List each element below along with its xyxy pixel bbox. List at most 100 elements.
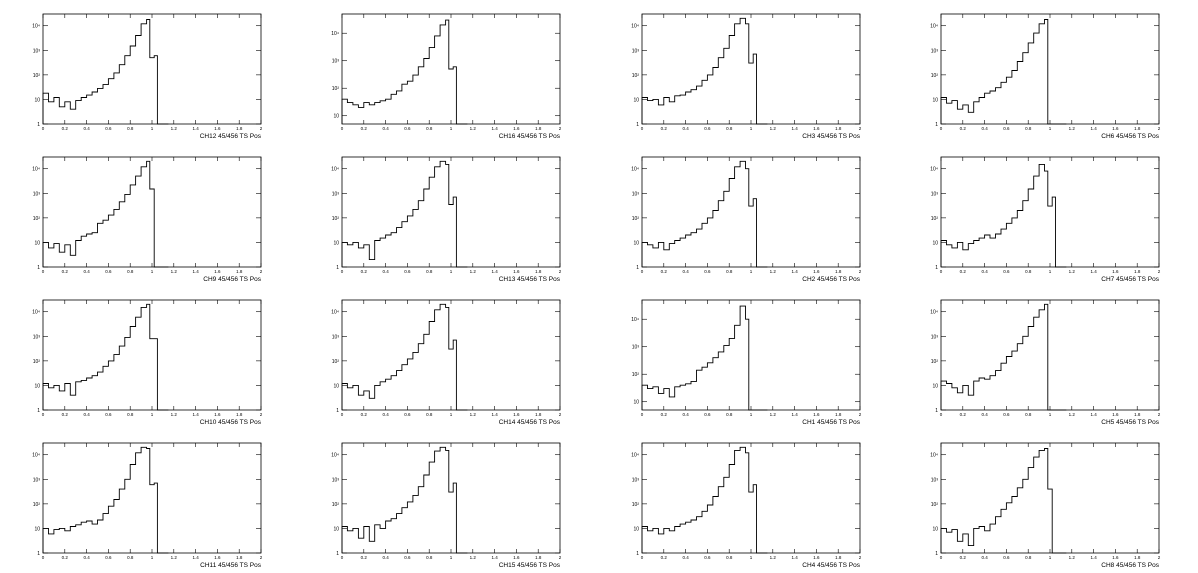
x-tick-label: 0.4 <box>83 269 90 274</box>
y-tick-label: 10 <box>932 97 938 103</box>
x-axis-title: CH16 45/456 TS Pos <box>499 133 561 140</box>
x-axis-title: CH12 45/456 TS Pos <box>200 133 262 140</box>
x-tick-label: 0.4 <box>981 412 988 417</box>
x-tick-label: 1 <box>1049 126 1052 131</box>
x-tick-label: 0.6 <box>404 555 411 560</box>
x-tick-label: 0.4 <box>981 555 988 560</box>
y-tick-label: 10 <box>333 383 339 389</box>
y-tick-label: 10 <box>333 240 339 246</box>
x-tick-label: 0.8 <box>426 126 433 131</box>
y-tick-label: 10⁴ <box>631 453 639 459</box>
y-tick-label: 10 <box>34 383 40 389</box>
x-tick-label: 1 <box>750 126 753 131</box>
plot-frame <box>940 156 1160 268</box>
x-tick-label: 1.8 <box>535 412 542 417</box>
y-tick-label: 10³ <box>632 345 640 351</box>
x-tick-label: 0.6 <box>404 269 411 274</box>
y-tick-label: 10³ <box>931 191 939 197</box>
plot-frame <box>341 299 561 411</box>
histogram-line <box>42 446 169 554</box>
histogram-line <box>42 160 169 268</box>
x-axis-title: CH8 45/456 TS Pos <box>1101 562 1159 569</box>
panel-14: 0 0.2 0.4 0.6 0.8 1 1.2 1.4 1.6 1.8 2 1 10 10² 10³ 10⁴ C… <box>631 442 862 569</box>
plot-frame <box>940 442 1160 554</box>
x-tick-label: 0.4 <box>382 126 389 131</box>
y-tick-label: 10 <box>633 526 639 532</box>
y-tick-label: 1 <box>935 122 938 128</box>
y-tick-label: 10⁴ <box>32 453 40 459</box>
y-tick-label: 1 <box>935 408 938 414</box>
y-tick-label: 10² <box>332 359 340 365</box>
panel-11: 0 0.2 0.4 0.6 0.8 1 1.2 1.4 1.6 1.8 2 1 10 10² 10³ 10⁴ C… <box>930 299 1161 426</box>
x-tick-label: 0.2 <box>960 269 967 274</box>
x-axis-title: CH5 45/456 TS Pos <box>1101 419 1159 426</box>
x-tick-label: 1.2 <box>770 126 777 131</box>
x-tick-label: 0.6 <box>105 269 112 274</box>
x-tick-label: 1.6 <box>1112 412 1119 417</box>
y-tick-label: 10 <box>34 526 40 532</box>
x-tick-label: 1.2 <box>1069 555 1076 560</box>
y-tick-label: 10³ <box>332 191 340 197</box>
x-tick-label: 1.2 <box>171 126 178 131</box>
x-tick-label: 1.4 <box>192 555 199 560</box>
y-tick-label: 10 <box>333 114 339 120</box>
x-tick-label: 1.8 <box>835 269 842 274</box>
x-tick-label: 0 <box>940 412 943 417</box>
x-tick-label: 1.8 <box>1134 412 1141 417</box>
x-tick-label: 1.8 <box>236 555 243 560</box>
x-tick-label: 1 <box>750 269 753 274</box>
x-tick-label: 1.6 <box>513 126 520 131</box>
x-tick-label: 2 <box>859 555 862 560</box>
y-tick-label: 10⁴ <box>331 167 339 173</box>
x-tick-label: 2 <box>559 126 562 131</box>
y-tick-label: 10⁴ <box>631 167 639 173</box>
histogram-line <box>341 303 468 411</box>
y-tick-label: 10³ <box>931 477 939 483</box>
x-axis-title: CH9 45/456 TS Pos <box>203 276 261 283</box>
x-tick-label: 1.2 <box>171 555 178 560</box>
x-tick-label: 1.6 <box>813 412 820 417</box>
x-tick-label: 0 <box>641 555 644 560</box>
y-tick-label: 10⁴ <box>631 317 639 323</box>
x-tick-label: 1.6 <box>214 412 221 417</box>
x-tick-label: 0.8 <box>726 126 733 131</box>
x-axis-title: CH3 45/456 TS Pos <box>802 133 860 140</box>
y-tick-label: 10⁴ <box>32 310 40 316</box>
y-tick-label: 10⁴ <box>930 453 938 459</box>
x-axis-title: CH14 45/456 TS Pos <box>499 419 561 426</box>
histogram-line <box>42 303 169 411</box>
x-tick-label: 1.2 <box>171 412 178 417</box>
plot-frame <box>341 442 561 554</box>
y-tick-label: 1 <box>37 408 40 414</box>
x-tick-label: 1.2 <box>470 412 477 417</box>
x-tick-label: 0.8 <box>1025 126 1032 131</box>
x-tick-label: 0 <box>42 412 45 417</box>
panel-15: 0 0.2 0.4 0.6 0.8 1 1.2 1.4 1.6 1.8 2 1 10 10² 10³ 10⁴ C… <box>930 442 1161 569</box>
x-tick-label: 1.2 <box>171 269 178 274</box>
x-tick-label: 0 <box>940 126 943 131</box>
y-tick-label: 10⁴ <box>331 310 339 316</box>
y-tick-label: 1 <box>37 551 40 557</box>
x-tick-label: 0 <box>42 269 45 274</box>
y-tick-label: 10² <box>33 73 41 79</box>
x-tick-label: 0.8 <box>127 412 134 417</box>
x-tick-label: 2 <box>559 555 562 560</box>
y-tick-label: 10⁴ <box>930 167 938 173</box>
x-tick-label: 0 <box>341 412 344 417</box>
y-tick-label: 1 <box>636 122 639 128</box>
y-tick-label: 1 <box>336 408 339 414</box>
x-tick-label: 0.8 <box>726 555 733 560</box>
x-tick-label: 0.8 <box>127 126 134 131</box>
y-tick-label: 1 <box>935 551 938 557</box>
plot-frame <box>940 299 1160 411</box>
y-tick-label: 1 <box>935 265 938 271</box>
x-tick-label: 1.8 <box>1134 126 1141 131</box>
x-tick-label: 1.2 <box>770 269 777 274</box>
plot-frame <box>641 442 861 554</box>
y-tick-label: 1 <box>37 122 40 128</box>
y-tick-label: 10⁴ <box>930 310 938 316</box>
x-tick-label: 1.4 <box>791 412 798 417</box>
x-tick-label: 1.8 <box>835 555 842 560</box>
x-tick-label: 1.4 <box>192 412 199 417</box>
